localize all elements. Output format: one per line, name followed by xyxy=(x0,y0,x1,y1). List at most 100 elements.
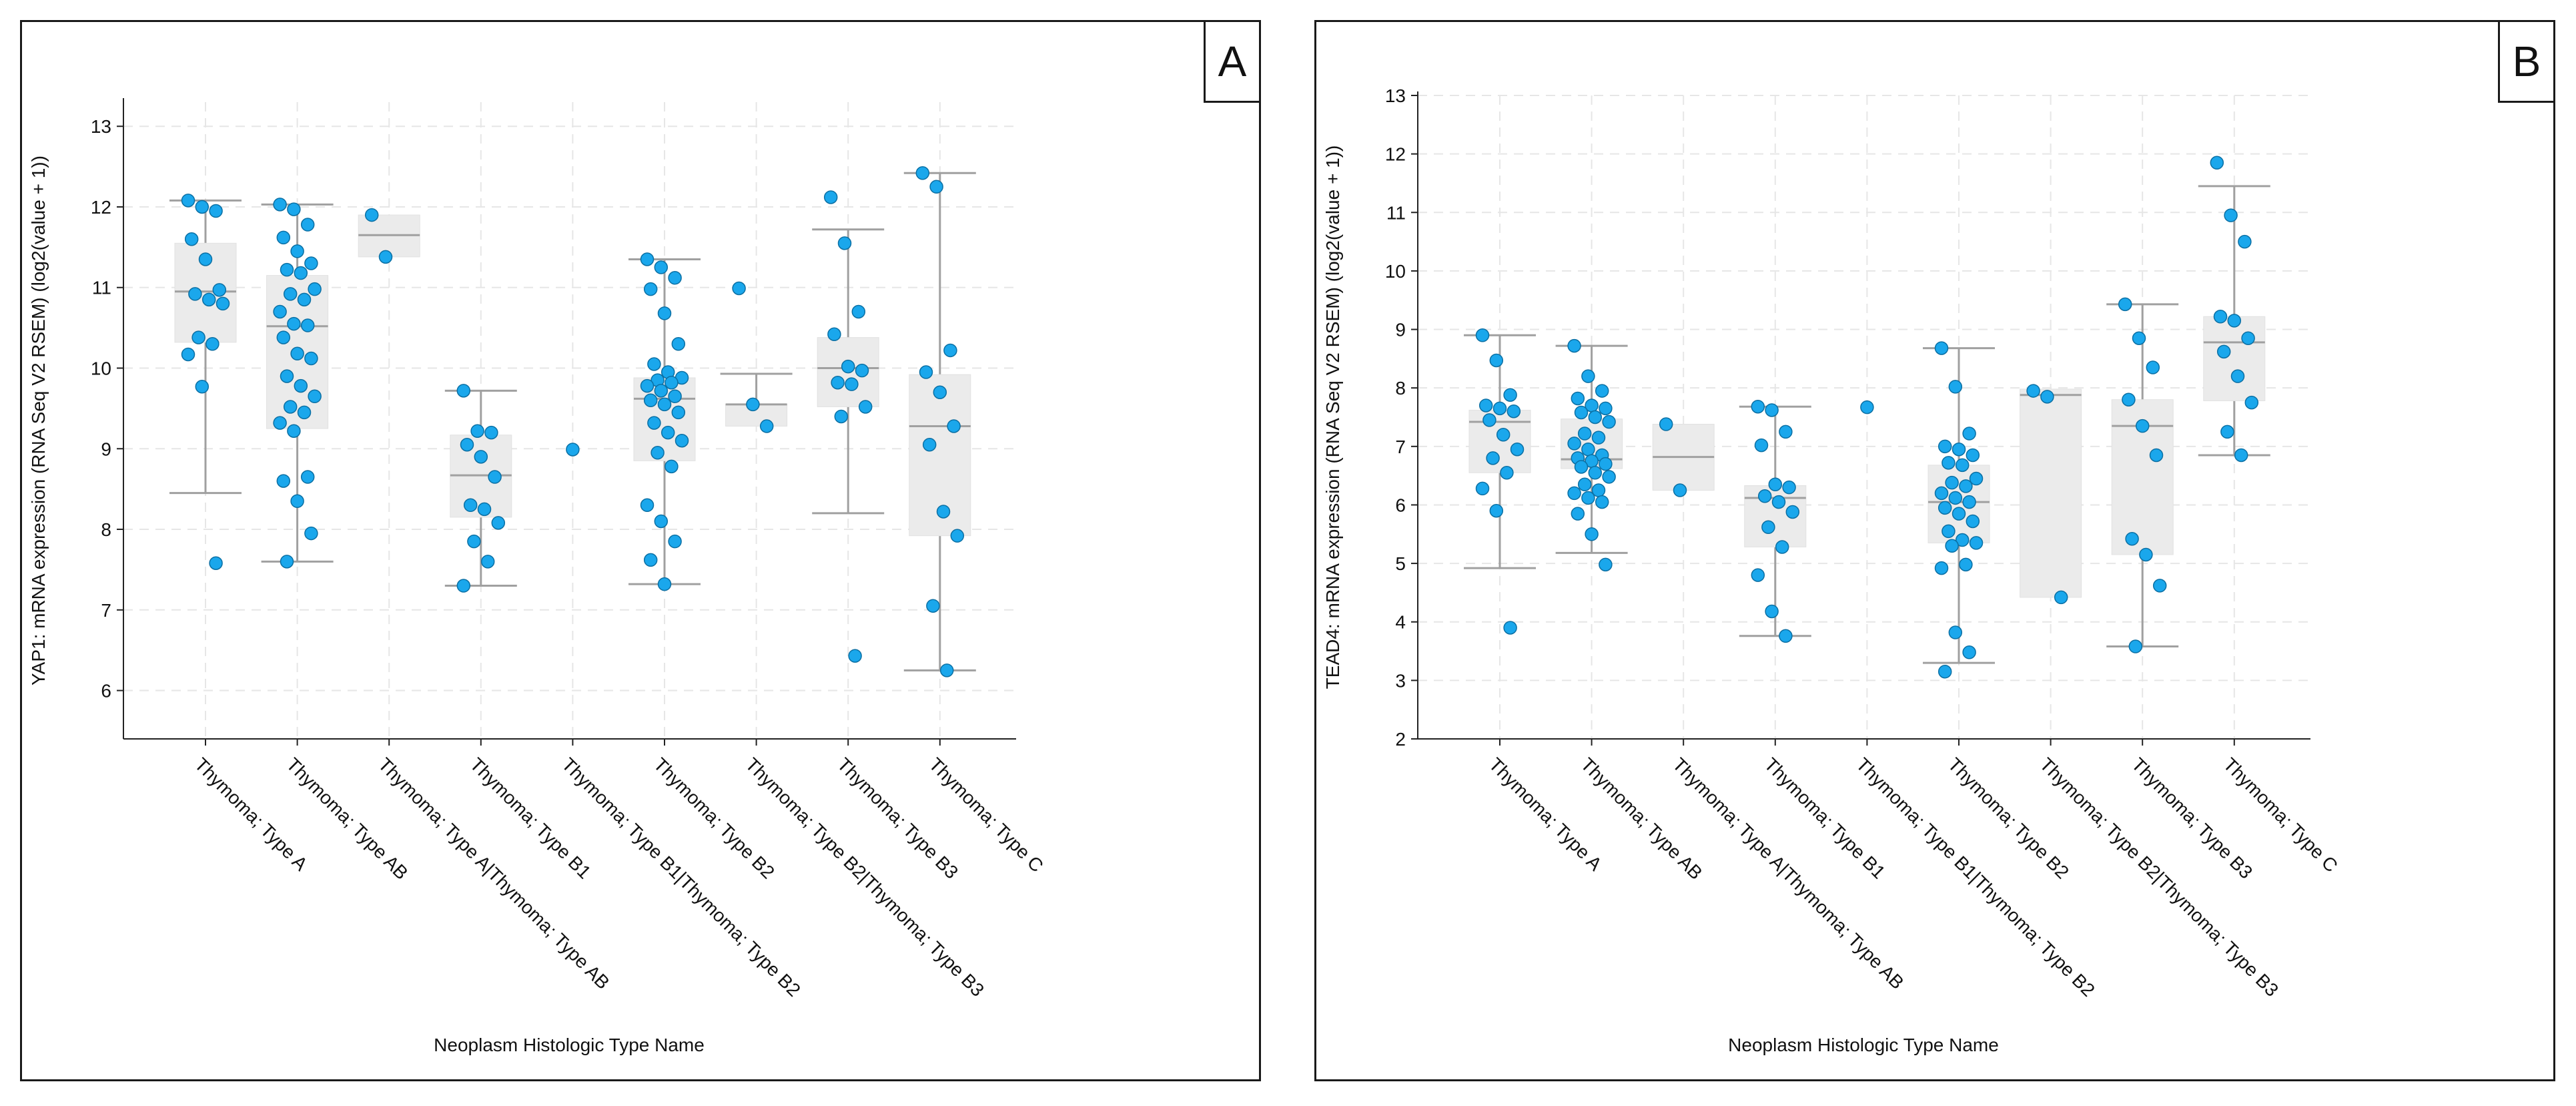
chart-b-data-point xyxy=(1934,341,1949,355)
chart-b-data-point xyxy=(2146,360,2160,374)
chart-a-data-point xyxy=(297,405,312,420)
chart-b-y-tick-label: 9 xyxy=(1395,320,1406,340)
chart-b-data-point xyxy=(2213,310,2228,324)
chart-b-data-point xyxy=(1765,604,1779,619)
chart-b-data-point xyxy=(1571,507,1585,521)
chart-b-data-point xyxy=(1948,380,1963,394)
chart-b-data-point xyxy=(2230,369,2245,383)
chart-a-data-point xyxy=(929,180,943,194)
chart-b-data-point xyxy=(1659,417,1673,431)
chart-b-data-point xyxy=(1934,561,1949,575)
chart-b-data-point xyxy=(1959,557,1973,572)
chart-a-data-point xyxy=(297,292,312,307)
chart-a-data-point xyxy=(287,202,301,216)
chart-a-data-point xyxy=(378,250,393,264)
chart-b-data-point xyxy=(1574,405,1589,420)
chart-b-data-point xyxy=(1475,481,1490,496)
chart-a-data-point xyxy=(294,378,308,393)
chart-b-data-point xyxy=(1938,664,1952,679)
chart-a-data-point xyxy=(851,304,866,319)
chart-b-data-point xyxy=(1962,495,1976,509)
chart-b-data-point xyxy=(1588,410,1603,425)
chart-a-data-point xyxy=(855,363,869,378)
chart-b-box xyxy=(1468,409,1531,473)
chart-a-data-point xyxy=(657,306,672,320)
chart-a-data-point xyxy=(294,266,308,280)
chart-a-data-point xyxy=(364,208,379,222)
chart-b-data-point xyxy=(1577,477,1592,492)
panel-b: B 2 3 4 5 6 7 8 9 10 11 12 13 Thymoma; Type A Thymoma… xyxy=(1314,20,2555,1081)
chart-b-data-point xyxy=(1602,470,1616,484)
chart-b-data-point xyxy=(1588,466,1603,480)
chart-a-data-point xyxy=(661,425,675,440)
chart-a-data-point xyxy=(640,252,655,266)
chart-b-data-point xyxy=(1945,539,1959,553)
chart-a-data-point xyxy=(933,385,947,399)
chart-a-data-point xyxy=(460,437,474,452)
chart-b-box xyxy=(2203,316,2266,401)
chart-b-data-point xyxy=(1952,507,1966,521)
chart-b-y-tick-label: 10 xyxy=(1385,261,1406,282)
chart-b-data-point xyxy=(1595,384,1609,398)
chart-a-data-point xyxy=(950,529,965,543)
chart-b-data-point xyxy=(1938,501,1952,515)
panel-a-label: A xyxy=(1204,20,1261,103)
chart-a-data-point xyxy=(484,425,498,440)
chart-b-data-point xyxy=(1595,495,1609,509)
chart-a-y-tick-label: 13 xyxy=(91,116,111,137)
chart-b-data-point xyxy=(2220,425,2234,439)
chart-b-data-point xyxy=(1779,425,1793,439)
chart-b-data-point xyxy=(1757,489,1772,503)
chart-b-data-point xyxy=(1934,486,1949,501)
chart-b-data-point xyxy=(2026,384,2040,398)
chart-b-data-point xyxy=(1492,401,1507,416)
chart-b-data-point xyxy=(1567,486,1581,501)
chart-a-data-point xyxy=(823,190,838,204)
panel-a: A 6 7 8 9 10 11 12 13 Thymoma; Type A Thymoma; Ty… xyxy=(20,20,1261,1081)
chart-b-data-point xyxy=(1948,625,1963,639)
chart-b-data-point xyxy=(1574,460,1589,474)
chart-b-y-tick-label: 4 xyxy=(1395,612,1406,633)
chart-a-data-point xyxy=(841,359,855,374)
chart-b-data-point xyxy=(1599,401,1613,416)
chart-a-data-point xyxy=(300,470,315,484)
chart-a-x-axis-title: Neoplasm Histologic Type Name xyxy=(434,1035,705,1055)
chart-b-data-point xyxy=(1482,413,1496,427)
chart-b-y-tick-label: 7 xyxy=(1395,437,1406,457)
chart-a-data-point xyxy=(480,555,495,569)
chart-b-data-point xyxy=(1860,400,1874,414)
chart-a-data-point xyxy=(276,474,291,488)
chart-b-data-point xyxy=(1500,466,1514,480)
chart-b-data-point xyxy=(1567,338,1581,353)
chart-b-data-point xyxy=(1510,442,1525,457)
chart-a-data-point xyxy=(191,330,205,344)
chart-a-y-tick-label: 9 xyxy=(101,439,111,459)
chart-a-data-point xyxy=(201,292,216,307)
chart-a-data-point xyxy=(308,389,322,404)
chart-b-data-point xyxy=(1962,645,1976,659)
chart-b-data-point xyxy=(1567,437,1581,451)
chart-b-data-point xyxy=(1785,505,1800,519)
chart-b-data-point xyxy=(2224,208,2238,222)
chart-b-data-point xyxy=(1754,438,1769,453)
chart-b-data-point xyxy=(1938,439,1952,454)
chart-a-data-point xyxy=(858,400,873,414)
chart-b-data-point xyxy=(1765,403,1779,417)
chart-a-data-point xyxy=(827,327,841,342)
chart-a-data-point xyxy=(273,198,287,212)
chart-b-data-point xyxy=(2054,590,2068,605)
chart-b-data-point xyxy=(1507,404,1521,419)
chart-a-data-point xyxy=(643,282,658,296)
chart-a-data-point xyxy=(671,337,686,351)
chart-b-data-point xyxy=(1503,621,1517,635)
chart-a-y-axis-title: YAP1: mRNA expression (RNA Seq V2 RSEM) … xyxy=(28,156,49,685)
chart-b-data-point xyxy=(1489,503,1504,518)
chart-b-y-tick-label: 5 xyxy=(1395,553,1406,574)
chart-a-data-point xyxy=(647,416,661,430)
chart-a-data-point xyxy=(936,505,951,519)
chart-a-data-point xyxy=(300,218,315,232)
chart-a-data-point xyxy=(198,252,213,266)
chart-a-y-tick-label: 8 xyxy=(101,519,111,540)
chart-a-data-point xyxy=(209,556,223,570)
